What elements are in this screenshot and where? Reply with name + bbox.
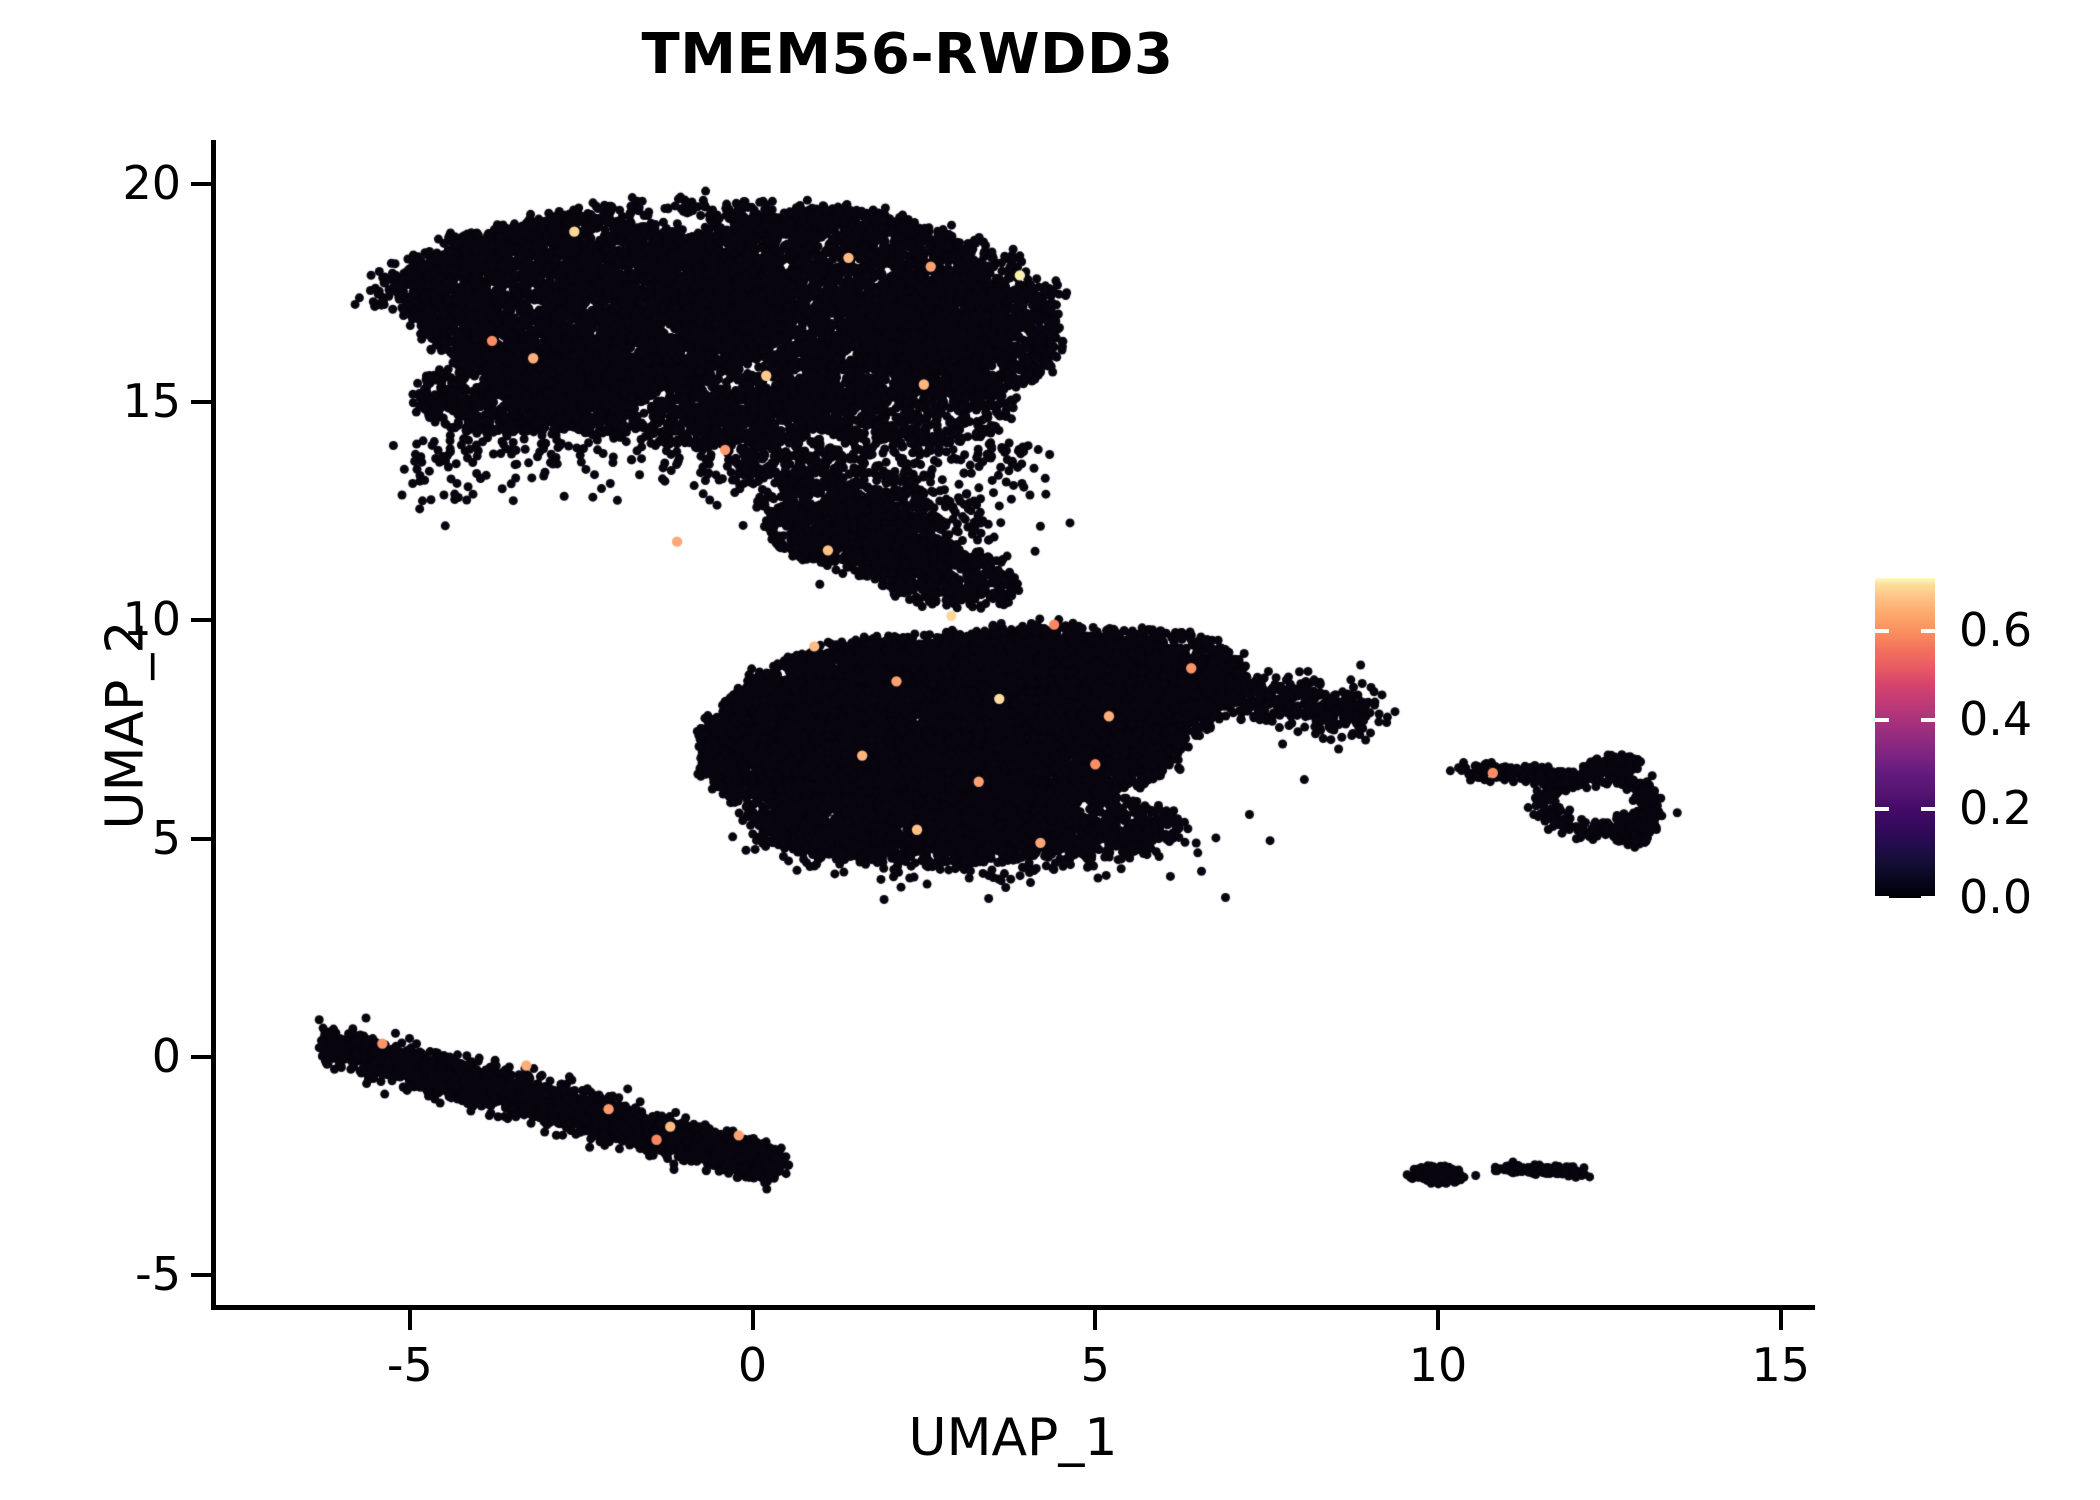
x-axis-label: UMAP_1 [908, 1408, 1118, 1468]
x-tick-label: 10 [1408, 1338, 1468, 1392]
colorbar-tick-mark [1921, 629, 1935, 634]
y-tick-mark [191, 399, 211, 404]
y-tick-label: 10 [122, 592, 181, 647]
y-tick-mark [191, 181, 211, 186]
y-tick-label: -5 [135, 1247, 181, 1302]
y-tick-mark [191, 1054, 211, 1059]
x-tick-label: -5 [386, 1338, 433, 1392]
x-tick-mark [407, 1310, 412, 1330]
y-tick-mark [191, 836, 211, 841]
x-tick-mark [1093, 1310, 1098, 1330]
colorbar-tick-mark [1875, 896, 1889, 900]
y-tick-label: 5 [151, 810, 181, 865]
colorbar-tick-mark [1875, 718, 1889, 723]
y-tick-label: 20 [122, 155, 181, 210]
x-tick-label: 0 [737, 1338, 768, 1392]
colorbar-tick-mark [1921, 718, 1935, 723]
x-tick-label: 5 [1080, 1338, 1110, 1392]
colorbar-tick-label: 0.4 [1959, 692, 2033, 747]
page-title: TMEM56-RWDD3 [641, 22, 1174, 87]
y-axis-label: UMAP_2 [95, 620, 156, 830]
colorbar-tick-mark [1875, 807, 1889, 812]
y-axis-spine [211, 140, 216, 1310]
y-tick-mark [191, 618, 211, 623]
colorbar-gradient [1875, 578, 1935, 898]
colorbar-tick-mark [1921, 807, 1935, 812]
colorbar-tick-label: 0.2 [1959, 781, 2033, 836]
colorbar-tick-mark [1875, 629, 1889, 634]
colorbar-tick-label: 0.6 [1959, 603, 2033, 658]
colorbar: 0.0 0.2 0.4 0.6 [1875, 578, 2075, 920]
y-tick-label: 0 [151, 1028, 181, 1083]
x-tick-label: 15 [1751, 1338, 1810, 1392]
x-tick-mark [1435, 1310, 1440, 1330]
plot-frame: UMAP_2 UMAP_1 [95, 140, 1815, 1468]
y-tick-label: 15 [122, 373, 181, 428]
colorbar-tick-mark [1921, 896, 1935, 900]
colorbar-tick-label: 0.0 [1959, 870, 2033, 924]
x-axis-spine [211, 1305, 1815, 1310]
y-tick-mark [191, 1273, 211, 1278]
x-tick-mark [750, 1310, 755, 1330]
scatter-plot-canvas [211, 140, 1815, 1310]
x-tick-mark [1778, 1310, 1783, 1330]
